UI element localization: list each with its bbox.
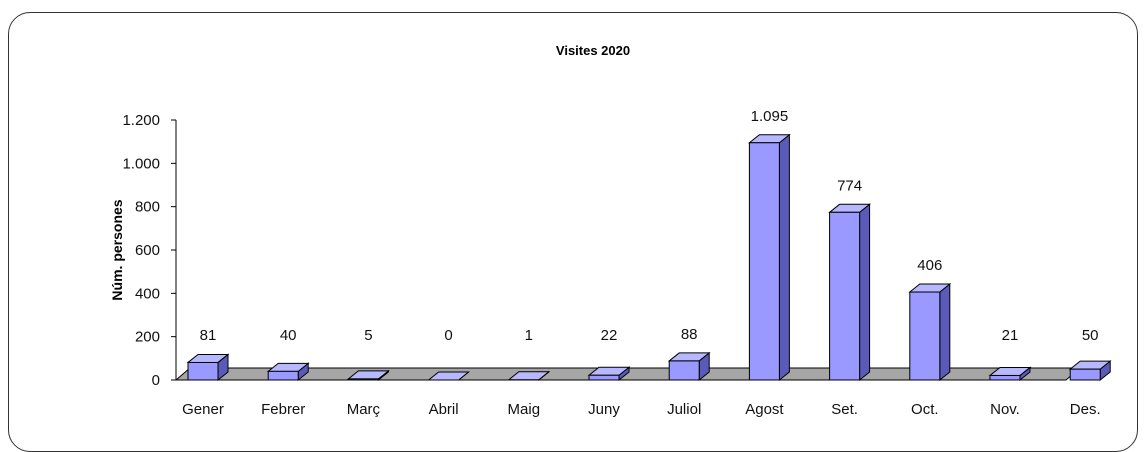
y-axis-label: Núm. persones <box>109 199 125 300</box>
bar-front <box>347 378 379 381</box>
data-label: 0 <box>444 327 452 344</box>
x-tick-label: Juliol <box>667 401 701 418</box>
bar-abril <box>427 371 471 381</box>
bar-set <box>828 203 872 382</box>
bar-top <box>427 371 471 381</box>
data-label: 40 <box>280 327 297 344</box>
x-tick-label: Oct. <box>911 401 939 418</box>
data-label: 1 <box>525 327 533 344</box>
x-tick-label: Nov. <box>990 401 1020 418</box>
bar-side <box>778 133 790 382</box>
bar-front <box>748 142 780 381</box>
bar-maig <box>507 370 551 382</box>
y-tick-label: 1.200 <box>122 112 160 129</box>
bar-front <box>1069 368 1101 381</box>
data-label: 21 <box>1002 327 1019 344</box>
data-label: 22 <box>601 327 618 344</box>
y-tick-label: 200 <box>135 329 160 346</box>
bar-front <box>267 370 299 381</box>
data-label: 88 <box>681 326 698 343</box>
bar-front <box>588 374 620 381</box>
bar-juny <box>587 366 631 382</box>
bar-gener <box>186 353 230 382</box>
bar-juliol <box>667 351 711 382</box>
x-tick-label: Agost <box>745 401 784 418</box>
data-label: 50 <box>1082 327 1099 344</box>
data-label: 81 <box>200 327 217 344</box>
x-tick-label: Des. <box>1070 401 1101 418</box>
bar-agost <box>747 133 791 382</box>
x-tick-label: Juny <box>588 401 620 418</box>
bar-oct <box>908 282 952 382</box>
bar-febrer <box>266 362 310 382</box>
data-label: 406 <box>917 257 942 274</box>
x-tick-label: Gener <box>182 401 224 418</box>
bars <box>186 133 1112 382</box>
x-tick-label: Febrer <box>261 401 305 418</box>
bar-front <box>989 374 1021 381</box>
x-tick-label: Març <box>347 401 381 418</box>
bar-front <box>187 361 219 381</box>
bar-front <box>909 291 941 381</box>
x-tick-label: Maig <box>508 401 541 418</box>
bar-mar <box>346 369 390 382</box>
bar-nov <box>988 366 1032 382</box>
x-tick-label: Set. <box>831 401 858 418</box>
data-label: 774 <box>837 177 862 194</box>
y-tick-label: 0 <box>152 372 160 389</box>
y-tick-label: 400 <box>135 285 160 302</box>
bar-front <box>668 360 700 381</box>
y-axis: 0 200 400 600 800 1.000 1.200 <box>122 112 177 389</box>
chart-title: Visites 2020 <box>556 43 630 58</box>
x-tick-label: Abril <box>429 401 459 418</box>
bar-side <box>859 203 871 382</box>
bar-front <box>829 211 861 381</box>
bar-top <box>507 371 551 381</box>
y-tick-label: 1.000 <box>122 155 160 172</box>
x-axis-ticks: Gener Febrer Març Abril Maig Juny Juliol Agost S… <box>182 401 1100 418</box>
data-label: 5 <box>364 327 372 344</box>
bar-side <box>939 282 951 382</box>
y-tick-label: 800 <box>135 199 160 216</box>
data-label: 1.095 <box>751 108 789 125</box>
bar-des <box>1068 360 1112 382</box>
y-tick-label: 600 <box>135 242 160 259</box>
